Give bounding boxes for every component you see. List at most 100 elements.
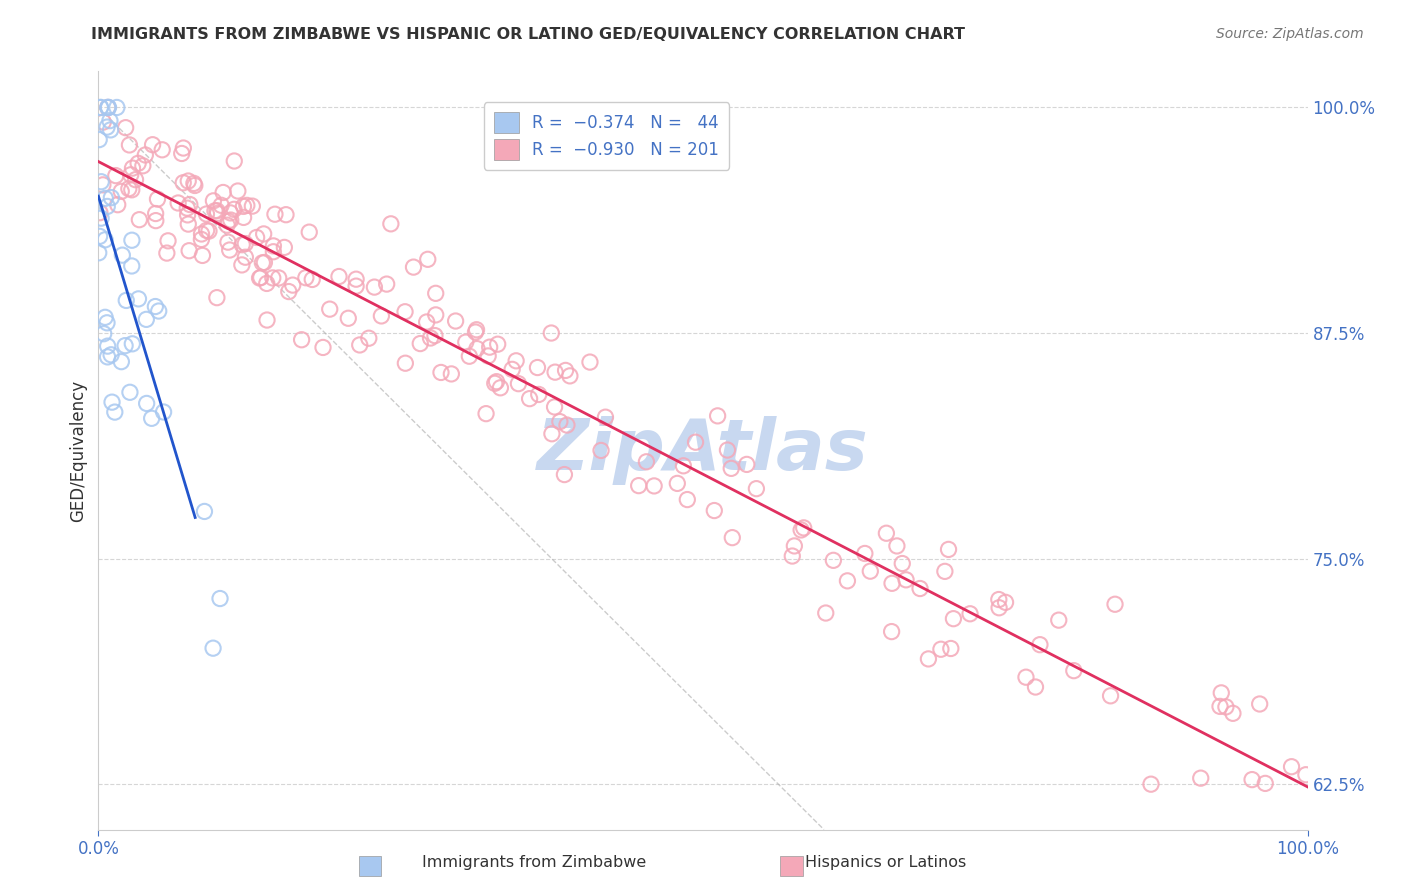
Point xyxy=(183,177,205,191)
Point xyxy=(264,207,287,221)
Point xyxy=(207,206,229,220)
Point xyxy=(859,564,882,578)
Point xyxy=(380,217,402,231)
Point xyxy=(526,360,548,375)
Point xyxy=(94,310,117,325)
Point xyxy=(176,208,198,222)
Point xyxy=(636,455,658,469)
Point xyxy=(465,323,488,337)
Point xyxy=(118,182,141,196)
Point xyxy=(301,272,323,286)
Point xyxy=(121,259,143,273)
Point xyxy=(141,411,163,425)
Point xyxy=(489,381,512,395)
Point xyxy=(458,349,481,363)
Point xyxy=(97,100,120,114)
Point xyxy=(394,356,416,370)
Point xyxy=(298,225,321,239)
Point xyxy=(894,573,917,587)
Point xyxy=(994,595,1017,609)
Point xyxy=(917,652,939,666)
Point xyxy=(319,302,342,317)
Point xyxy=(205,291,228,305)
Point xyxy=(938,542,960,557)
Point xyxy=(205,203,228,218)
Point xyxy=(1099,689,1122,703)
Point xyxy=(218,243,240,257)
Point xyxy=(1209,699,1232,714)
Point xyxy=(219,213,242,227)
Point xyxy=(89,133,111,147)
Point xyxy=(217,218,239,232)
Point xyxy=(146,192,169,206)
Point xyxy=(558,368,581,383)
Point xyxy=(291,333,314,347)
Point xyxy=(478,340,501,354)
Point xyxy=(177,217,200,231)
Point xyxy=(262,271,284,285)
Point xyxy=(454,335,477,350)
Point xyxy=(1015,670,1038,684)
Point xyxy=(252,256,274,270)
Point xyxy=(100,123,122,137)
Point xyxy=(501,362,523,376)
Point xyxy=(91,178,114,192)
Point xyxy=(349,338,371,352)
Point xyxy=(195,223,218,237)
Point xyxy=(274,208,297,222)
Point xyxy=(170,146,193,161)
Point xyxy=(172,141,194,155)
Point xyxy=(115,293,138,308)
Point xyxy=(987,592,1010,607)
Point xyxy=(179,244,201,258)
Point xyxy=(226,184,249,198)
Point xyxy=(676,492,699,507)
Point xyxy=(224,153,246,168)
Point xyxy=(195,207,218,221)
Point xyxy=(643,479,665,493)
Point xyxy=(344,279,367,293)
Point xyxy=(145,213,167,227)
Point xyxy=(1249,697,1271,711)
Point xyxy=(988,600,1011,615)
Point xyxy=(1024,680,1046,694)
Point xyxy=(121,183,143,197)
Point xyxy=(156,246,179,260)
Point xyxy=(209,198,232,212)
Point xyxy=(97,350,120,364)
Point xyxy=(90,175,112,189)
Point xyxy=(152,405,174,419)
Point xyxy=(328,269,350,284)
Point xyxy=(1029,638,1052,652)
Point xyxy=(721,531,744,545)
Point xyxy=(595,410,617,425)
Point xyxy=(745,482,768,496)
Point xyxy=(89,100,111,114)
Point xyxy=(543,400,565,414)
Legend: R =  −0.374   N =   44, R =  −0.930   N = 201: R = −0.374 N = 44, R = −0.930 N = 201 xyxy=(484,103,728,169)
Point xyxy=(548,415,571,429)
Point xyxy=(96,316,118,330)
Point xyxy=(177,174,200,188)
Point xyxy=(415,315,437,329)
Point xyxy=(440,367,463,381)
Point xyxy=(121,336,143,351)
Point xyxy=(519,392,541,406)
Point xyxy=(375,277,398,291)
Point xyxy=(477,349,499,363)
Point xyxy=(423,328,446,343)
Point xyxy=(880,576,903,591)
Point xyxy=(425,308,447,322)
Point xyxy=(120,168,142,182)
Point xyxy=(312,341,335,355)
Point xyxy=(782,549,804,563)
Point xyxy=(409,336,432,351)
Point xyxy=(97,100,120,114)
Point xyxy=(145,206,167,220)
Text: Immigrants from Zimbabwe: Immigrants from Zimbabwe xyxy=(422,855,647,870)
Point xyxy=(143,300,166,314)
Point xyxy=(202,641,225,656)
Point xyxy=(853,546,876,560)
Point xyxy=(91,115,114,129)
Point xyxy=(89,205,111,219)
